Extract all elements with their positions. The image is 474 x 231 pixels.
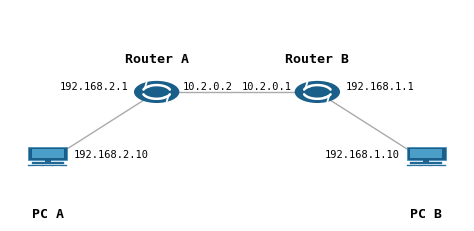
FancyBboxPatch shape [28, 165, 67, 167]
FancyBboxPatch shape [28, 148, 67, 161]
FancyBboxPatch shape [407, 165, 446, 167]
Text: PC A: PC A [32, 207, 64, 220]
Text: 192.168.2.1: 192.168.2.1 [60, 82, 128, 92]
Circle shape [134, 82, 179, 103]
Text: Router B: Router B [285, 53, 349, 66]
Text: 10.2.0.1: 10.2.0.1 [241, 82, 292, 92]
Text: PC B: PC B [410, 207, 442, 220]
FancyBboxPatch shape [410, 162, 442, 164]
Text: 192.168.2.10: 192.168.2.10 [74, 149, 149, 160]
FancyBboxPatch shape [407, 148, 446, 161]
Circle shape [295, 82, 340, 103]
Text: 192.168.1.1: 192.168.1.1 [346, 82, 414, 92]
FancyBboxPatch shape [423, 158, 429, 164]
Text: 192.168.1.10: 192.168.1.10 [325, 149, 400, 160]
FancyBboxPatch shape [32, 149, 64, 158]
Text: 10.2.0.2: 10.2.0.2 [182, 82, 233, 92]
FancyBboxPatch shape [45, 158, 51, 164]
FancyBboxPatch shape [32, 162, 64, 164]
Text: Router A: Router A [125, 53, 189, 66]
FancyBboxPatch shape [410, 149, 442, 158]
